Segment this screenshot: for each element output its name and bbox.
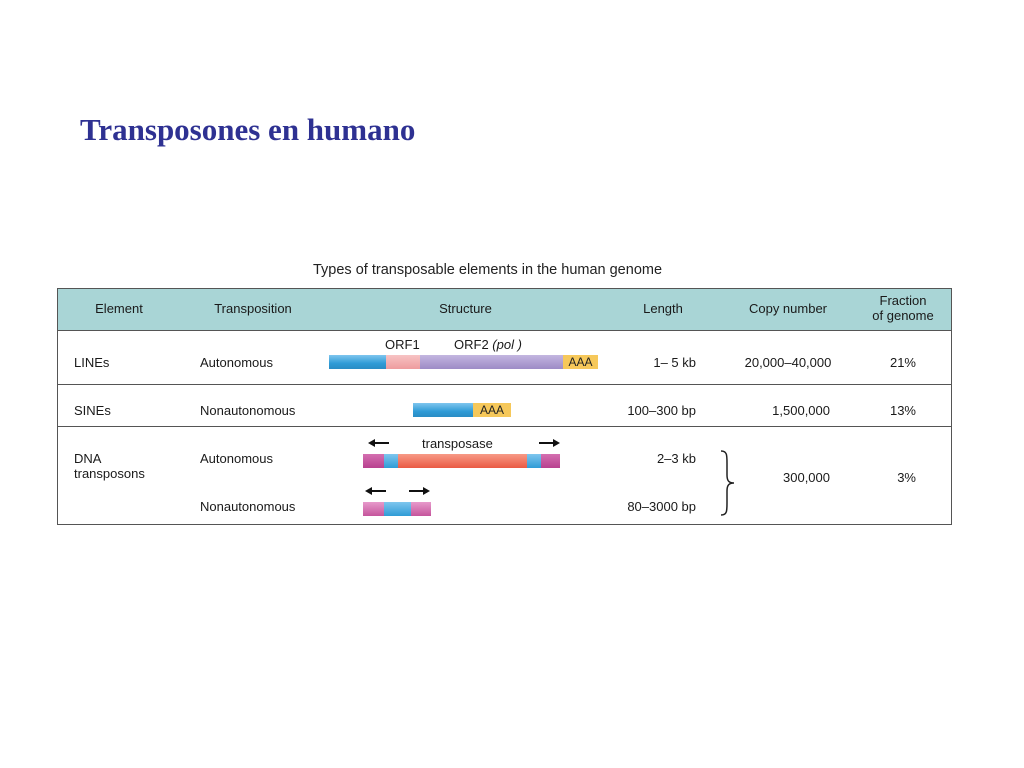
orf2-label: ORF2 (pol ) xyxy=(454,337,522,352)
figure-caption: Types of transposable elements in the hu… xyxy=(313,262,663,278)
row-divider xyxy=(58,426,951,427)
dna-element-line1: DNA xyxy=(74,451,102,466)
dna-nonauto-left-arrow xyxy=(365,487,386,495)
header-fraction-line2: of genome xyxy=(872,308,934,323)
slide-title: Transposones en humano xyxy=(80,112,416,147)
dna-nonauto-right-arrow xyxy=(409,487,430,495)
lines-orf2-segment xyxy=(420,355,563,369)
orf1-label: ORF1 xyxy=(385,337,420,352)
lines-polya-segment: AAA xyxy=(563,355,598,369)
table-header: Element Transposition Structure Length C… xyxy=(58,289,951,331)
transposase-label: transposase xyxy=(422,436,493,451)
sines-copy-number: 1,500,000 xyxy=(772,403,830,418)
row-divider xyxy=(58,384,951,385)
dna-auto-structure-diagram xyxy=(363,454,560,468)
lines-5utr-segment xyxy=(329,355,386,369)
dna-copy-number: 300,000 xyxy=(783,470,830,485)
lines-orf1-segment xyxy=(386,355,420,369)
dna-fraction: 3% xyxy=(897,470,916,485)
dna-auto-right-tir-segment xyxy=(541,454,560,468)
dna-transposition-autonomous: Autonomous xyxy=(200,451,273,466)
sines-body-segment xyxy=(413,403,473,417)
dna-auto-right-blue-segment xyxy=(527,454,541,468)
dna-auto-transposase-segment xyxy=(398,454,527,468)
orf2-label-text: ORF2 xyxy=(454,337,489,352)
dna-nonauto-right-tir-segment xyxy=(411,502,431,516)
dna-element-line2: transposons xyxy=(74,466,145,481)
dna-nonauto-structure-diagram xyxy=(363,502,431,516)
dna-auto-left-tir-segment xyxy=(363,454,384,468)
lines-fraction: 21% xyxy=(889,355,916,370)
dna-length-autonomous: 2–3 kb xyxy=(656,451,696,466)
sines-fraction: 13% xyxy=(889,403,916,418)
header-element: Element xyxy=(95,301,143,316)
sines-length: 100–300 bp xyxy=(627,403,696,418)
dna-auto-right-arrow xyxy=(539,439,560,447)
lines-element: LINEs xyxy=(74,355,110,370)
sines-element: SINEs xyxy=(74,403,111,418)
header-length: Length xyxy=(643,301,683,316)
orf2-pol-label: (pol ) xyxy=(492,337,522,352)
header-copy-number: Copy number xyxy=(748,301,828,316)
header-fraction: Fraction of genome xyxy=(853,293,953,323)
dna-element: DNA transposons xyxy=(74,451,145,481)
header-fraction-line1: Fraction xyxy=(879,293,927,308)
lines-transposition: Autonomous xyxy=(200,355,273,370)
dna-auto-left-arrow xyxy=(368,439,389,447)
sines-transposition: Nonautonomous xyxy=(200,403,296,418)
header-transposition: Transposition xyxy=(214,301,292,316)
transposable-elements-table: Element Transposition Structure Length C… xyxy=(57,288,952,525)
dna-nonauto-left-tir-segment xyxy=(363,502,384,516)
lines-copy-number: 20,000–40,000 xyxy=(744,355,832,370)
dna-length-nonautonomous: 80–3000 bp xyxy=(627,499,696,514)
header-structure: Structure xyxy=(439,301,492,316)
lines-structure-diagram: AAA xyxy=(329,355,598,369)
dna-transposition-nonautonomous: Nonautonomous xyxy=(200,499,296,514)
dna-brace xyxy=(720,450,735,516)
sines-polya-segment: AAA xyxy=(473,403,511,417)
dna-auto-left-blue-segment xyxy=(384,454,398,468)
dna-nonauto-blue-segment xyxy=(384,502,411,516)
sines-structure-diagram: AAA xyxy=(413,403,511,417)
lines-length: 1– 5 kb xyxy=(653,355,696,370)
